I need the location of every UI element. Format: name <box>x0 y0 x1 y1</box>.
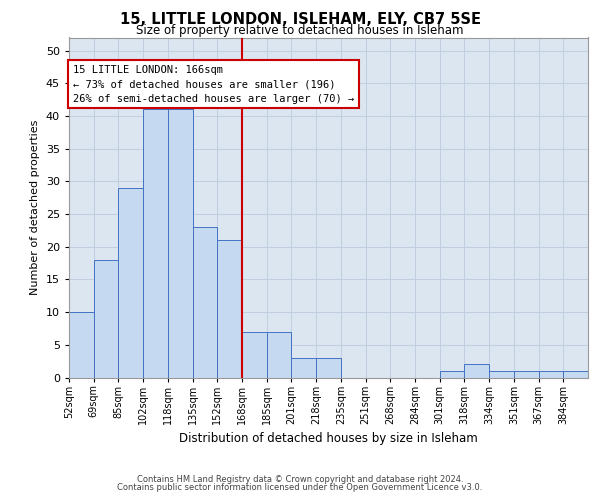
Text: Contains HM Land Registry data © Crown copyright and database right 2024.: Contains HM Land Registry data © Crown c… <box>137 475 463 484</box>
Text: 15 LITTLE LONDON: 166sqm
← 73% of detached houses are smaller (196)
26% of semi-: 15 LITTLE LONDON: 166sqm ← 73% of detach… <box>73 65 354 104</box>
Bar <box>217 240 242 378</box>
Bar <box>563 371 588 378</box>
Bar <box>94 260 118 378</box>
Bar <box>464 364 489 378</box>
Bar <box>168 110 193 378</box>
Bar <box>292 358 316 378</box>
Bar <box>489 371 514 378</box>
Bar <box>539 371 563 378</box>
Bar <box>316 358 341 378</box>
Bar <box>440 371 464 378</box>
Text: Contains public sector information licensed under the Open Government Licence v3: Contains public sector information licen… <box>118 484 482 492</box>
Text: Size of property relative to detached houses in Isleham: Size of property relative to detached ho… <box>136 24 464 37</box>
Bar <box>143 110 168 378</box>
Bar <box>242 332 267 378</box>
Bar <box>514 371 539 378</box>
Bar <box>69 312 94 378</box>
Bar <box>118 188 143 378</box>
X-axis label: Distribution of detached houses by size in Isleham: Distribution of detached houses by size … <box>179 432 478 445</box>
Y-axis label: Number of detached properties: Number of detached properties <box>30 120 40 295</box>
Bar <box>193 227 217 378</box>
Text: 15, LITTLE LONDON, ISLEHAM, ELY, CB7 5SE: 15, LITTLE LONDON, ISLEHAM, ELY, CB7 5SE <box>119 12 481 28</box>
Bar <box>267 332 292 378</box>
